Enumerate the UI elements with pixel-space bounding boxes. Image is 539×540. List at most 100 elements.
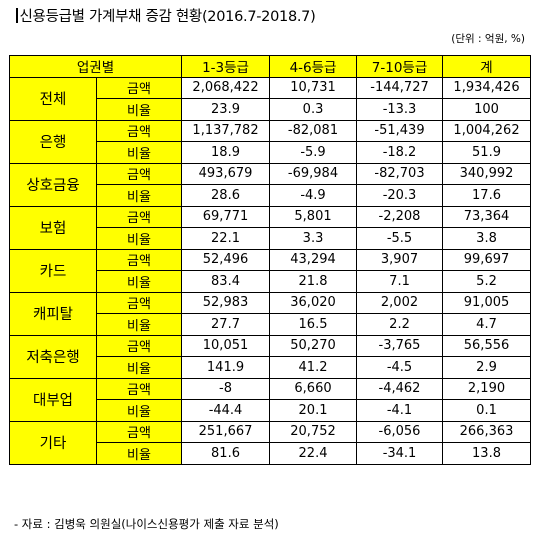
ratio-label: 비율 [95,141,183,164]
header-grade-4-6: 4-6등급 [269,55,358,78]
amount-cell: 6,660 [269,377,358,400]
amount-cell: 56,556 [442,334,532,357]
ratio-cell: -4.1 [356,399,444,422]
ratio-cell: 20.1 [269,399,358,422]
amount-label: 금액 [95,162,183,185]
sector-label: 캐피탈 [9,291,97,336]
ratio-cell: 27.7 [181,313,271,336]
ratio-cell: 22.4 [269,442,358,465]
ratio-cell: 3.8 [442,227,532,250]
document-title-text: 신용등급별 가계부채 증감 현황(2016.7-2018.7) [19,9,316,25]
amount-cell: -51,439 [356,119,444,142]
ratio-cell: 22.1 [181,227,271,250]
ratio-cell: 17.6 [442,184,532,207]
unit-note: (단위 : 억원, %) [451,33,525,45]
sector-label: 기타 [9,420,97,465]
table-row: 은행 금액 1,137,782 -82,081 -51,439 1,004,262 [9,119,532,164]
ratio-cell: -4.9 [269,184,358,207]
ratio-cell: -5.5 [356,227,444,250]
table-row: 저축은행 금액 10,051 50,270 -3,765 56,556 [9,334,532,379]
amount-cell: 1,137,782 [181,119,271,142]
ratio-cell: -34.1 [356,442,444,465]
amount-label: 금액 [95,377,183,400]
table-row: 보험 금액 69,771 5,801 -2,208 73,364 [9,205,532,250]
amount-label: 금액 [95,119,183,142]
amount-label: 금액 [95,334,183,357]
table-row: 비율 23.9 0.3 -13.3 100 [10,98,532,121]
document-title: 신용등급별 가계부채 증감 현황(2016.7-2018.7) [16,6,316,28]
source-footnote: - 자료 : 김병욱 의원실(나이스신용평가 제출 자료 분석) [14,517,279,531]
sector-label: 저축은행 [9,334,97,379]
ratio-label: 비율 [95,356,183,379]
amount-cell: 1,934,426 [442,76,532,99]
ratio-cell: 16.5 [269,313,358,336]
amount-label: 금액 [95,76,183,99]
amount-cell: 2,068,422 [181,76,271,99]
ratio-cell: 4.7 [442,313,532,336]
ratio-cell: 5.2 [442,270,532,293]
amount-cell: 10,051 [181,334,271,357]
table-row: 비율 27.7 16.5 2.2 4.7 [10,313,532,336]
table-row: 대부업 금액 -8 6,660 -4,462 2,190 [9,377,532,422]
amount-cell: 50,270 [269,334,358,357]
ratio-cell: 23.9 [181,98,271,121]
amount-cell: -69,984 [269,162,358,185]
amount-cell: -82,703 [356,162,444,185]
ratio-label: 비율 [95,227,183,250]
ratio-cell: 83.4 [181,270,271,293]
amount-cell: -2,208 [356,205,444,228]
amount-cell: -3,765 [356,334,444,357]
ratio-label: 비율 [95,184,183,207]
amount-cell: -8 [181,377,271,400]
sector-label: 상호금융 [9,162,97,207]
amount-cell: -144,727 [356,76,444,99]
ratio-cell: -20.3 [356,184,444,207]
table-row: 비율 28.6 -4.9 -20.3 17.6 [10,184,532,207]
ratio-cell: 100 [442,98,532,121]
ratio-cell: 7.1 [356,270,444,293]
ratio-cell: 2.2 [356,313,444,336]
amount-cell: -82,081 [269,119,358,142]
ratio-cell: 0.1 [442,399,532,422]
amount-label: 금액 [95,248,183,271]
sector-label: 전체 [9,76,97,121]
header-sector: 업권별 [8,55,183,78]
amount-cell: 2,002 [356,291,444,314]
sector-label: 대부업 [9,377,97,422]
table-row: 카드 금액 52,496 43,294 3,907 99,697 [9,248,532,293]
ratio-cell: -5.9 [269,141,358,164]
amount-cell: 1,004,262 [442,119,532,142]
ratio-cell: 51.9 [442,141,532,164]
table-row: 상호금융 금액 493,679 -69,984 -82,703 340,992 [9,162,532,207]
amount-cell: 52,983 [181,291,271,314]
sector-label: 보험 [9,205,97,250]
ratio-cell: 13.8 [442,442,532,465]
ratio-cell: -13.3 [356,98,444,121]
header-total: 계 [442,55,532,78]
ratio-cell: 81.6 [181,442,271,465]
ratio-cell: 2.9 [442,356,532,379]
ratio-cell: -4.5 [356,356,444,379]
ratio-cell: -18.2 [356,141,444,164]
amount-cell: 251,667 [181,420,271,443]
ratio-cell: 0.3 [269,98,358,121]
table-row: 비율 83.4 21.8 7.1 5.2 [10,270,532,293]
ratio-label: 비율 [95,399,183,422]
header-grade-7-10: 7-10등급 [356,55,444,78]
header-row: 업권별 1-3등급 4-6등급 7-10등급 계 [8,55,532,78]
amount-cell: 73,364 [442,205,532,228]
ratio-label: 비율 [95,270,183,293]
ratio-cell: 41.2 [269,356,358,379]
table-row: 비율 141.9 41.2 -4.5 2.9 [10,356,532,379]
sector-label: 은행 [9,119,97,164]
amount-cell: 43,294 [269,248,358,271]
amount-cell: 493,679 [181,162,271,185]
table-row: 캐피탈 금액 52,983 36,020 2,002 91,005 [9,291,532,336]
table-row: 비율 18.9 -5.9 -18.2 51.9 [10,141,532,164]
ratio-cell: 21.8 [269,270,358,293]
amount-cell: 69,771 [181,205,271,228]
header-grade-1-3: 1-3등급 [181,55,271,78]
amount-cell: 99,697 [442,248,532,271]
amount-cell: 266,363 [442,420,532,443]
ratio-cell: 28.6 [181,184,271,207]
